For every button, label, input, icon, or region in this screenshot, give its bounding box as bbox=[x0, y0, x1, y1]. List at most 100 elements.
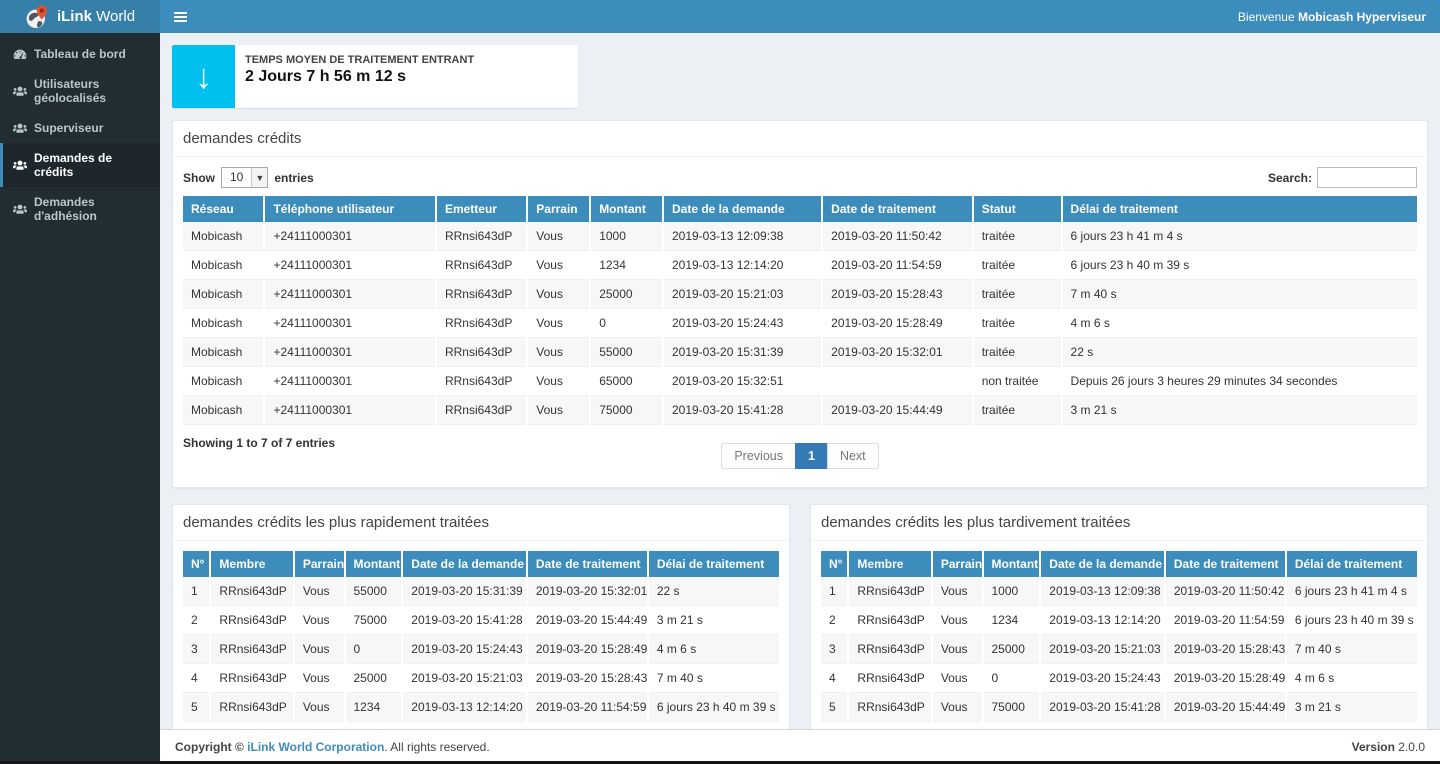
column-header[interactable]: Montant bbox=[345, 551, 403, 577]
column-header[interactable]: Statut bbox=[973, 196, 1062, 222]
cell: Vous bbox=[932, 577, 983, 606]
cell: Vous bbox=[527, 338, 590, 367]
column-header[interactable]: Délai de traitement bbox=[1286, 551, 1417, 577]
sidebar-item-demandes-de-credits[interactable]: Demandes de crédits bbox=[0, 143, 160, 187]
cell: 2019-03-20 15:32:01 bbox=[527, 577, 648, 606]
cell: Vous bbox=[294, 664, 345, 693]
company-link[interactable]: iLink World Corporation bbox=[247, 740, 384, 754]
next-page-button[interactable]: Next bbox=[827, 443, 879, 469]
cell: +24111000301 bbox=[264, 367, 436, 396]
cell: 1234 bbox=[983, 606, 1041, 635]
search-input[interactable] bbox=[1317, 167, 1417, 188]
cell: Vous bbox=[294, 635, 345, 664]
sidebar-toggle-button[interactable] bbox=[160, 0, 201, 33]
table-row: Mobicash+24111000301RRnsi643dPVous02019-… bbox=[183, 309, 1417, 338]
cell: Depuis 26 jours 3 heures 29 minutes 34 s… bbox=[1062, 367, 1417, 396]
column-header[interactable]: Parrain bbox=[294, 551, 345, 577]
entries-label: entries bbox=[274, 171, 313, 185]
cell: 25000 bbox=[590, 280, 663, 309]
cell: Mobicash bbox=[183, 251, 264, 280]
cell: Vous bbox=[527, 222, 590, 251]
sidebar-item-tableau-de-bord[interactable]: Tableau de bord bbox=[0, 39, 160, 69]
previous-page-button[interactable]: Previous bbox=[721, 443, 796, 469]
page-1-button[interactable]: 1 bbox=[795, 443, 828, 469]
cell: 75000 bbox=[983, 693, 1041, 722]
cell: 75000 bbox=[590, 396, 663, 425]
sidebar-item-utilisateurs-geolocalises[interactable]: Utilisateurs géolocalisés bbox=[0, 69, 160, 113]
column-header[interactable]: Date de la demande bbox=[663, 196, 822, 222]
show-label: Show bbox=[183, 171, 215, 185]
cell: 2019-03-13 12:14:20 bbox=[402, 693, 527, 722]
column-header[interactable]: Montant bbox=[983, 551, 1041, 577]
column-header[interactable]: Date de traitement bbox=[1165, 551, 1286, 577]
cell: +24111000301 bbox=[264, 396, 436, 425]
cell: 2019-03-20 15:24:43 bbox=[663, 309, 822, 338]
column-header[interactable]: Date de la demande bbox=[1040, 551, 1165, 577]
cell: +24111000301 bbox=[264, 222, 436, 251]
cell: 2 bbox=[821, 606, 848, 635]
brand-logo[interactable]: iLink World bbox=[0, 0, 160, 33]
users-icon bbox=[13, 203, 27, 216]
cell: 2019-03-20 15:41:28 bbox=[663, 396, 822, 425]
hamburger-icon bbox=[174, 12, 187, 14]
column-header[interactable]: N° bbox=[183, 551, 210, 577]
column-header[interactable]: Date de traitement bbox=[822, 196, 973, 222]
cell: non traitée bbox=[973, 367, 1062, 396]
search-label: Search: bbox=[1268, 171, 1312, 185]
cell: RRnsi643dP bbox=[436, 222, 527, 251]
cell: 5 bbox=[183, 693, 210, 722]
cell: RRnsi643dP bbox=[436, 280, 527, 309]
cell: Vous bbox=[932, 693, 983, 722]
column-header[interactable]: N° bbox=[821, 551, 848, 577]
cell: 2019-03-20 15:24:43 bbox=[1040, 664, 1165, 693]
cell: traitée bbox=[973, 396, 1062, 425]
page-length-control: Show 10 ▼ entries bbox=[183, 167, 314, 188]
stat-label: TEMPS MOYEN DE TRAITEMENT ENTRANT bbox=[245, 54, 474, 66]
column-header[interactable]: Date de traitement bbox=[527, 551, 648, 577]
cell: 1234 bbox=[590, 251, 663, 280]
table-row: 2RRnsi643dPVous750002019-03-20 15:41:282… bbox=[183, 606, 779, 635]
cell bbox=[822, 367, 973, 396]
column-header[interactable]: Montant bbox=[590, 196, 663, 222]
cell: 2019-03-20 15:21:03 bbox=[402, 664, 527, 693]
cell: Vous bbox=[932, 606, 983, 635]
page-length-select[interactable]: 10 ▼ bbox=[221, 167, 268, 188]
slowest-table: N°MembreParrainMontantDate de la demande… bbox=[821, 551, 1417, 722]
column-header[interactable]: Délai de traitement bbox=[648, 551, 779, 577]
column-header[interactable]: Emetteur bbox=[436, 196, 527, 222]
welcome-user-name: Mobicash Hyperviseur bbox=[1298, 10, 1426, 24]
column-header[interactable]: Réseau bbox=[183, 196, 264, 222]
cell: 22 s bbox=[1062, 338, 1417, 367]
sidebar-item-superviseur[interactable]: Superviseur bbox=[0, 113, 160, 143]
cell: Vous bbox=[932, 635, 983, 664]
sidebar-item-demandes-adhesion[interactable]: Demandes d'adhésion bbox=[0, 187, 160, 231]
cell: 3 m 21 s bbox=[1062, 396, 1417, 425]
cell: RRnsi643dP bbox=[848, 693, 931, 722]
cell: 2019-03-20 15:28:43 bbox=[1165, 635, 1286, 664]
cell: 2019-03-20 15:21:03 bbox=[1040, 635, 1165, 664]
cell: RRnsi643dP bbox=[436, 309, 527, 338]
column-header[interactable]: Délai de traitement bbox=[1062, 196, 1417, 222]
cell: 2019-03-20 15:28:43 bbox=[527, 664, 648, 693]
cell: 55000 bbox=[590, 338, 663, 367]
column-header[interactable]: Membre bbox=[848, 551, 931, 577]
dashboard-icon bbox=[13, 48, 27, 61]
column-header[interactable]: Date de la demande bbox=[402, 551, 527, 577]
globe-pin-logo-icon bbox=[25, 5, 49, 29]
column-header[interactable]: Parrain bbox=[932, 551, 983, 577]
cell: RRnsi643dP bbox=[848, 606, 931, 635]
column-header[interactable]: Parrain bbox=[527, 196, 590, 222]
cell: 1 bbox=[821, 577, 848, 606]
cell: 2019-03-20 15:44:49 bbox=[822, 396, 973, 425]
column-header[interactable]: Membre bbox=[210, 551, 293, 577]
table-row: 5RRnsi643dPVous750002019-03-20 15:41:282… bbox=[821, 693, 1417, 722]
table-row: Mobicash+24111000301RRnsi643dPVous250002… bbox=[183, 280, 1417, 309]
column-header[interactable]: Téléphone utilisateur bbox=[264, 196, 436, 222]
chevron-down-icon: ▼ bbox=[251, 168, 267, 187]
cell: traitée bbox=[973, 280, 1062, 309]
cell: RRnsi643dP bbox=[210, 664, 293, 693]
cell: +24111000301 bbox=[264, 280, 436, 309]
cell: Vous bbox=[294, 606, 345, 635]
cell: Mobicash bbox=[183, 367, 264, 396]
cell: 0 bbox=[345, 635, 403, 664]
